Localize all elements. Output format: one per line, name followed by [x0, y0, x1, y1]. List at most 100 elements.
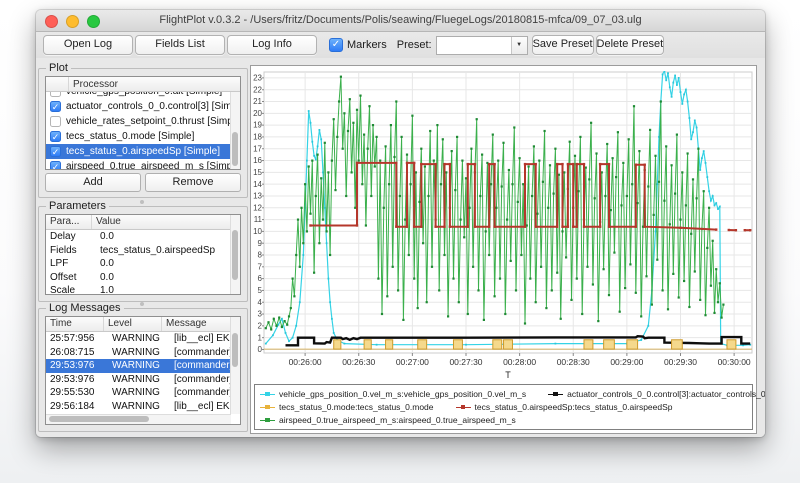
log-message-row[interactable]: 25:57:956 WARNING [lib__ecl] EKF bad yaw	[46, 332, 231, 346]
svg-text:00:28:30: 00:28:30	[557, 357, 590, 367]
field-checkbox[interactable]: ✓	[50, 146, 61, 157]
log-message-row[interactable]: 29:53:976 WARNING [commander_tests] Fa	[46, 373, 231, 387]
field-checkbox[interactable]: ✓	[50, 101, 61, 112]
parameters-column-header[interactable]: Value	[96, 216, 121, 227]
parameter-value: 0.0	[100, 271, 114, 283]
legend-series-label: airspeed_0.true_airspeed_m_s:airspeed_0.…	[279, 415, 516, 425]
field-label: actuator_controls_0_0.control[3] [Simple…	[66, 101, 231, 112]
flight-plot-chart[interactable]: 0123456789101112131415161718192021222300…	[251, 66, 756, 382]
parameter-name: Delay	[50, 231, 76, 243]
save-preset-button[interactable]: Save Preset	[531, 35, 594, 55]
parameter-row[interactable]: Offset 0.0	[46, 271, 240, 285]
log-message-row[interactable]: 29:56:184 WARNING [lib__ecl] EKF baro hgt	[46, 400, 231, 414]
open-log-button[interactable]: Open Log	[43, 35, 133, 55]
plot-field-row[interactable]: ✓ tecs_status_0.airspeedSp [Simple]	[46, 144, 231, 159]
remove-button[interactable]: Remove	[145, 173, 241, 192]
log-time: 29:55:530	[50, 387, 95, 399]
legend-series-marker-icon	[260, 404, 275, 411]
splitter-handle[interactable]	[140, 302, 144, 306]
log-message-row[interactable]: 29:55:530 WARNING [commander] MANUAL	[46, 386, 231, 400]
parameter-row[interactable]: Fields tecs_status_0.airspeedSp	[46, 244, 240, 258]
plot-field-row[interactable]: vehicle_gps_position_0.alt [Simple]	[46, 92, 231, 99]
plot-list-vertical-scrollbar[interactable]	[230, 92, 240, 169]
legend-series-label: actuator_controls_0_0.control[3]:actuato…	[567, 389, 765, 399]
field-checkbox[interactable]	[50, 92, 61, 97]
legend-series-label: vehicle_gps_position_0.vel_m_s:vehicle_g…	[279, 389, 527, 399]
plot-field-row[interactable]: ✓ tecs_status_0.mode [Simple]	[46, 129, 231, 144]
log-message-row[interactable]: 26:08:715 WARNING [commander] ALL DAT	[46, 346, 231, 360]
title-bar[interactable]: FlightPlot v.0.3.2 - /Users/fritz/Docume…	[36, 10, 765, 32]
log-column-header[interactable]: Time	[46, 317, 104, 331]
markers-checkbox[interactable]: ✓	[329, 38, 343, 52]
svg-text:14: 14	[253, 180, 262, 189]
field-checkbox[interactable]	[50, 116, 61, 127]
legend-series-marker-icon	[548, 391, 564, 398]
log-time: 25:57:956	[50, 333, 95, 345]
preset-combobox-value[interactable]	[437, 37, 511, 54]
svg-text:22: 22	[253, 85, 262, 94]
log-vertical-scrollbar[interactable]	[230, 317, 240, 414]
svg-text:16: 16	[253, 156, 262, 165]
svg-text:1: 1	[258, 333, 263, 342]
parameter-row[interactable]: LPF 0.0	[46, 257, 240, 271]
fields-list-button[interactable]: Fields List	[135, 35, 225, 55]
log-column-header[interactable]: Message	[166, 318, 207, 329]
log-table-header[interactable]: Time Level Message	[46, 317, 240, 332]
parameter-row[interactable]: Delay 0.0	[46, 230, 240, 244]
zoom-button[interactable]	[87, 15, 100, 28]
svg-text:4: 4	[258, 298, 263, 307]
svg-text:00:27:30: 00:27:30	[449, 357, 482, 367]
parameter-name: Offset	[50, 271, 77, 283]
log-message-row[interactable]: 29:53:976 WARNING [commander] MANUAL	[46, 359, 231, 373]
plot-field-row[interactable]: ✓ actuator_controls_0_0.control[3] [Simpl…	[46, 99, 231, 114]
preset-combobox[interactable]: ▼	[435, 35, 528, 55]
log-level: WARNING	[112, 387, 160, 399]
parameters-table-header[interactable]: Para... Value	[46, 215, 240, 230]
parameters-panel: Parameters Para... Value Delay 0.0 Fields te…	[38, 200, 248, 302]
parameters-vertical-scrollbar[interactable]	[230, 215, 240, 294]
log-message: [commander_tests] Fa	[174, 373, 231, 385]
log-scroll-thumb[interactable]	[232, 333, 238, 367]
plot-list-scroll-thumb[interactable]	[232, 132, 238, 166]
legend-item: vehicle_gps_position_0.vel_m_s:vehicle_g…	[260, 389, 526, 399]
parameters-scroll-thumb[interactable]	[232, 230, 238, 280]
chevron-down-icon[interactable]: ▼	[510, 36, 527, 54]
minimize-button[interactable]	[66, 15, 79, 28]
svg-text:00:27:00: 00:27:00	[396, 357, 429, 367]
parameter-row[interactable]: Scale 1.0	[46, 284, 240, 295]
parameter-value: 1.0	[100, 285, 114, 295]
log-horizontal-scrollbar[interactable]	[46, 414, 231, 424]
field-checkbox[interactable]: ✓	[50, 131, 61, 142]
main-content: Plot Processor vehicle_gps_position_0.al…	[36, 58, 765, 437]
plot-field-row[interactable]: vehicle_rates_setpoint_0.thrust [Simple]	[46, 114, 231, 129]
plot-field-row[interactable]: ✓ airspeed_0.true_airspeed_m_s [Simple]	[46, 159, 231, 169]
log-column-header[interactable]: Level	[104, 317, 162, 331]
legend-series-marker-icon	[260, 417, 275, 424]
delete-preset-button[interactable]: Delete Preset	[595, 35, 665, 55]
log-messages-panel: Log Messages Time Level Message 25:57:956 W…	[38, 302, 248, 432]
log-time: 26:08:715	[50, 346, 95, 358]
add-button[interactable]: Add	[45, 173, 141, 192]
close-button[interactable]	[45, 15, 58, 28]
plot-list-header[interactable]: Processor	[46, 77, 240, 92]
parameter-value: 0.0	[100, 258, 114, 270]
parameters-column-header[interactable]: Para...	[46, 215, 92, 229]
field-checkbox[interactable]: ✓	[50, 161, 61, 169]
parameter-name: Fields	[50, 244, 77, 256]
legend-item: airspeed_0.true_airspeed_m_s:airspeed_0.…	[260, 415, 516, 425]
legend-series-marker-icon	[260, 391, 275, 398]
splitter-handle[interactable]	[140, 200, 144, 204]
log-message: [commander] ALL DAT	[174, 346, 231, 358]
plot-panel-title: Plot	[46, 62, 71, 74]
traffic-lights	[45, 15, 100, 28]
log-level: WARNING	[112, 346, 160, 358]
svg-text:12: 12	[253, 203, 262, 212]
log-time: 29:53:976	[50, 373, 95, 385]
plot-list-header-processor[interactable]: Processor	[73, 78, 119, 90]
log-hscroll-thumb[interactable]	[49, 416, 149, 422]
log-level: WARNING	[112, 333, 160, 345]
svg-text:17: 17	[253, 144, 262, 153]
log-info-button[interactable]: Log Info	[227, 35, 317, 55]
app-window: FlightPlot v.0.3.2 - /Users/fritz/Docume…	[36, 10, 765, 437]
